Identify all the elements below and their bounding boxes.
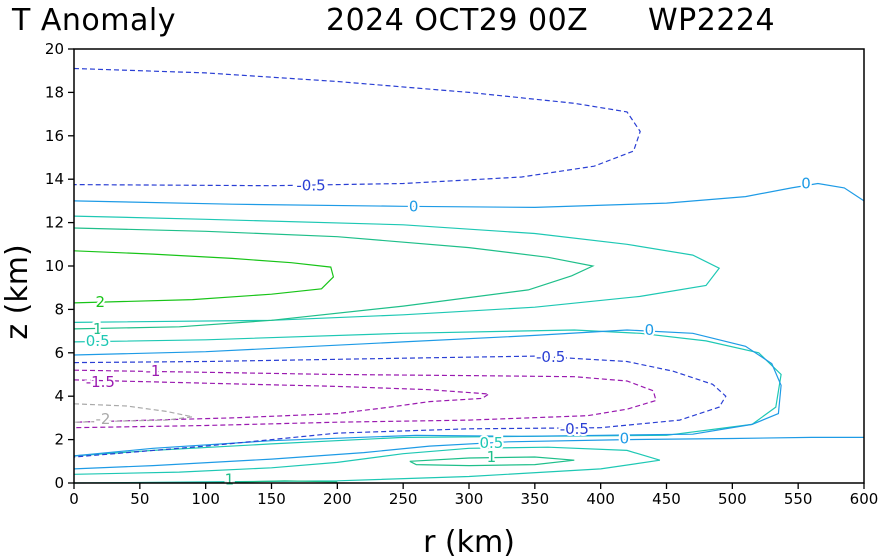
contour-line--1-8 [73,369,657,429]
y-tick-label-6: 12 [45,214,64,232]
contour-label-11: -0.5 [560,420,589,438]
x-tick-label-9: 450 [652,490,681,508]
contour-line-0-11 [73,436,864,470]
x-axis-title: r (km) [423,525,515,559]
y-tick-label-0: 0 [54,474,64,492]
contour-line-0p5-5 [73,329,782,457]
title-center: 2024 OCT29 00Z [326,3,588,38]
y-tick-label-2: 4 [54,387,64,405]
contour-label-15: 1 [225,471,235,489]
title-right: WP2224 [648,3,775,38]
contour-label-8: -1 [146,362,161,380]
contour-line-1-3 [73,227,595,330]
contour-line-0p5-12 [73,446,661,484]
contour-layer [73,67,865,484]
y-tick-label-4: 8 [54,300,64,318]
x-tick-label-11: 550 [784,490,813,508]
contour-label-9: -1.5 [86,373,115,391]
x-tick-label-2: 100 [191,490,220,508]
x-tick-label-7: 350 [521,490,550,508]
contour-line--2-10 [73,403,193,423]
contour-label-14: 1 [487,448,497,466]
contour-line--1p5-9 [73,379,491,423]
contour-label-0: -0.5 [296,177,325,195]
x-tick-label-3: 150 [257,490,286,508]
x-tick-label-1: 50 [130,490,149,508]
y-tick-label-10: 20 [45,40,64,58]
x-tick-label-4: 200 [323,490,352,508]
y-tick-label-3: 6 [54,344,64,362]
contour-line-1-13 [409,456,575,467]
x-tick-label-0: 0 [69,490,79,508]
contour-line-0-1 [73,182,865,209]
y-tick-label-7: 14 [45,170,64,188]
x-tick-label-12: 600 [850,490,879,508]
x-tick-label-8: 400 [586,490,615,508]
contour-line-2-4 [73,250,335,304]
x-tick-label-5: 250 [389,490,418,508]
contour-line--0p5-0 [73,67,641,187]
contour-label-1: 0 [409,197,419,215]
contour-label-5: 0.5 [86,332,110,350]
axis-layer: 0 50 100 150 200 250 300 350 400 450 500 550 6000246… [45,40,878,508]
contour-label-3: 2 [96,293,106,311]
contour-label-6: 0 [645,321,655,339]
y-tick-label-8: 16 [45,127,64,145]
contour-label-7: -0.5 [536,348,565,366]
y-tick-label-5: 10 [45,257,64,275]
contour-label-13: 0.5 [479,434,503,452]
contour-label-12: 0 [620,430,630,448]
contour-label-2: 0 [801,175,811,193]
contour-label-4: 1 [93,320,103,338]
plot-frame [73,48,865,484]
contour-line-0-6 [73,329,782,457]
y-axis-title: z (km) [0,244,35,339]
title-left: T Anomaly [11,3,176,38]
contour-line--0p5-7 [73,355,727,458]
contour-label-10: -2 [95,410,110,428]
x-tick-label-10: 500 [718,490,747,508]
y-tick-label-9: 18 [45,83,64,101]
y-tick-label-1: 2 [54,431,64,449]
contour-line-0p5-2 [73,215,721,323]
x-tick-label-6: 300 [455,490,484,508]
